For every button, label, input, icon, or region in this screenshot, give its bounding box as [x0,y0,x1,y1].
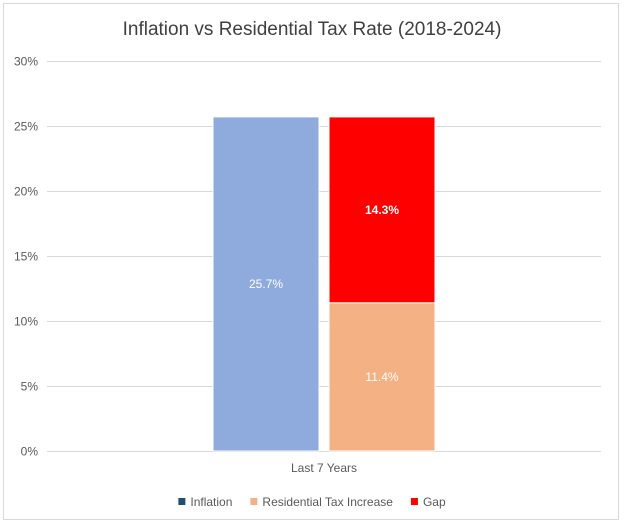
legend-label: Gap [423,495,446,509]
y-tick-label: 20% [14,185,38,199]
data-label: 11.4% [365,370,398,384]
legend-label: Residential Tax Increase [262,495,393,509]
legend: Inflation Residential Tax Increase Gap [178,495,446,509]
bar-segment [212,116,320,452]
y-tick-label: 30% [14,55,38,69]
legend-swatch [178,498,186,505]
data-labels: 25.7% 11.4% 14.3% [249,203,399,384]
legend-swatch [410,498,418,505]
bars [212,116,436,452]
data-label: 25.7% [249,277,283,291]
y-tick-label: 0% [21,445,39,459]
x-tick-label: Last 7 Years [291,461,357,475]
y-tick-label: 10% [14,315,38,329]
legend-swatch [250,498,258,505]
data-label: 14.3% [365,203,399,217]
bar-segment [328,116,436,304]
y-tick-label: 5% [21,380,39,394]
legend-label: Inflation [190,495,232,509]
x-axis-tick-labels: Last 7 Years [291,461,357,475]
y-tick-label: 25% [14,120,38,134]
bar-segment [328,302,436,452]
chart-title: Inflation vs Residential Tax Rate (2018-… [123,19,502,40]
gridlines [47,61,601,452]
y-axis-tick-labels: 0% 5% 10% 15% 20% 25% 30% [14,55,38,459]
y-tick-label: 15% [14,250,38,264]
